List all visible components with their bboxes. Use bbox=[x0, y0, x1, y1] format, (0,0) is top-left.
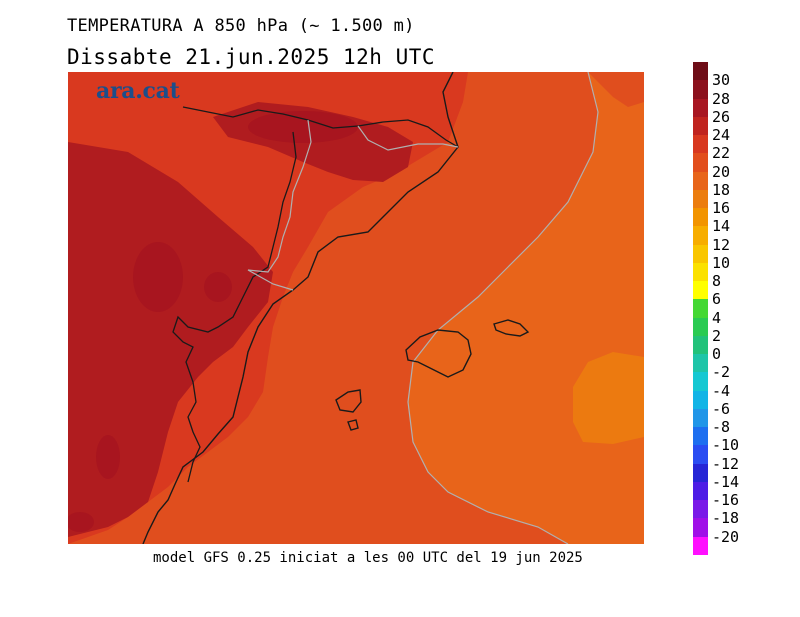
colorbar-segment bbox=[693, 244, 708, 264]
colorbar-segment bbox=[693, 262, 708, 282]
island-menorca bbox=[493, 319, 530, 337]
colorbar-label: 10 bbox=[712, 253, 731, 272]
colorbar-segment bbox=[693, 153, 708, 173]
colorbar-segment bbox=[693, 299, 708, 319]
colorbar-segment bbox=[693, 463, 708, 483]
colorbar-label: 12 bbox=[712, 235, 731, 254]
colorbar-segment bbox=[693, 98, 708, 118]
colorbar-segment bbox=[693, 171, 708, 191]
zone-26-b bbox=[204, 272, 232, 302]
pyrenees-border bbox=[182, 106, 459, 148]
contour-line bbox=[407, 72, 599, 544]
colorbar-segment bbox=[693, 80, 708, 99]
colorbar-segment bbox=[693, 500, 708, 519]
zone-26-d bbox=[68, 512, 94, 532]
colorbar-label: -20 bbox=[712, 527, 740, 546]
colorbar-label: -8 bbox=[712, 418, 731, 437]
zone-16 bbox=[573, 352, 644, 444]
colorbar-segment bbox=[693, 189, 708, 209]
colorbar-label: -10 bbox=[712, 436, 740, 455]
colorbar-segment bbox=[693, 354, 708, 373]
colorbar-label: -18 bbox=[712, 509, 740, 528]
island-mallorca bbox=[405, 329, 472, 378]
map-subtitle: Dissabte 21.jun.2025 12h UTC bbox=[67, 45, 436, 69]
colorbar-label: 16 bbox=[712, 199, 731, 218]
colorbar-label: 26 bbox=[712, 107, 731, 126]
colorbar-segment bbox=[693, 208, 708, 227]
colorbar-segment bbox=[693, 372, 708, 392]
zone-26-c bbox=[248, 111, 358, 143]
island-eivissa bbox=[335, 389, 362, 413]
catalonia-border bbox=[247, 119, 459, 291]
colorbar-label: -14 bbox=[712, 472, 740, 491]
colorbar-label: 30 bbox=[712, 71, 731, 90]
colorbar-segment bbox=[693, 536, 708, 556]
colorbar-segment bbox=[693, 427, 708, 446]
brand-logo: ara.cat bbox=[96, 78, 180, 104]
colorbar-label: 22 bbox=[712, 144, 731, 163]
colorbar-label: 4 bbox=[712, 308, 722, 327]
colorbar-segment bbox=[693, 481, 708, 501]
coastline bbox=[142, 72, 459, 544]
colorbar-segment bbox=[693, 408, 708, 428]
zone-26-a bbox=[133, 242, 183, 312]
colorbar-label: 8 bbox=[712, 272, 722, 291]
colorbar-label: 14 bbox=[712, 217, 731, 236]
colorbar-label: 6 bbox=[712, 290, 722, 309]
region-border bbox=[172, 131, 297, 483]
temperature-map bbox=[68, 72, 644, 544]
colorbar-segment bbox=[693, 445, 708, 465]
map-title: TEMPERATURA A 850 hPa (~ 1.500 m) bbox=[67, 16, 415, 36]
zone-24 bbox=[68, 142, 273, 537]
colorbar-segment bbox=[693, 135, 708, 154]
colorbar-segment bbox=[693, 390, 708, 410]
colorbar-label: 0 bbox=[712, 345, 722, 364]
colorbar-segment bbox=[693, 335, 708, 355]
colorbar-label: -6 bbox=[712, 399, 731, 418]
colorbar-segment bbox=[693, 281, 708, 300]
zone-20-ne bbox=[588, 72, 644, 107]
colorbar-segment bbox=[693, 317, 708, 337]
colorbar-label: -2 bbox=[712, 363, 731, 382]
colorbar-label: -16 bbox=[712, 491, 740, 510]
colorbar-label: 24 bbox=[712, 126, 731, 145]
colorbar-segment bbox=[693, 116, 708, 136]
colorbar-segment bbox=[693, 226, 708, 246]
colorbar-label: 2 bbox=[712, 326, 722, 345]
colorbar-label: 18 bbox=[712, 180, 731, 199]
model-caption: model GFS 0.25 iniciat a les 00 UTC del … bbox=[153, 550, 583, 566]
colorbar-segment bbox=[693, 518, 708, 538]
colorbar-segment bbox=[693, 62, 708, 81]
temperature-colorbar bbox=[693, 62, 708, 556]
colorbar-label: -12 bbox=[712, 454, 740, 473]
colorbar-label: 28 bbox=[712, 89, 731, 108]
colorbar-label: -4 bbox=[712, 381, 731, 400]
colorbar-label: 20 bbox=[712, 162, 731, 181]
zone-26-e bbox=[96, 435, 120, 479]
island-formentera bbox=[347, 419, 359, 431]
